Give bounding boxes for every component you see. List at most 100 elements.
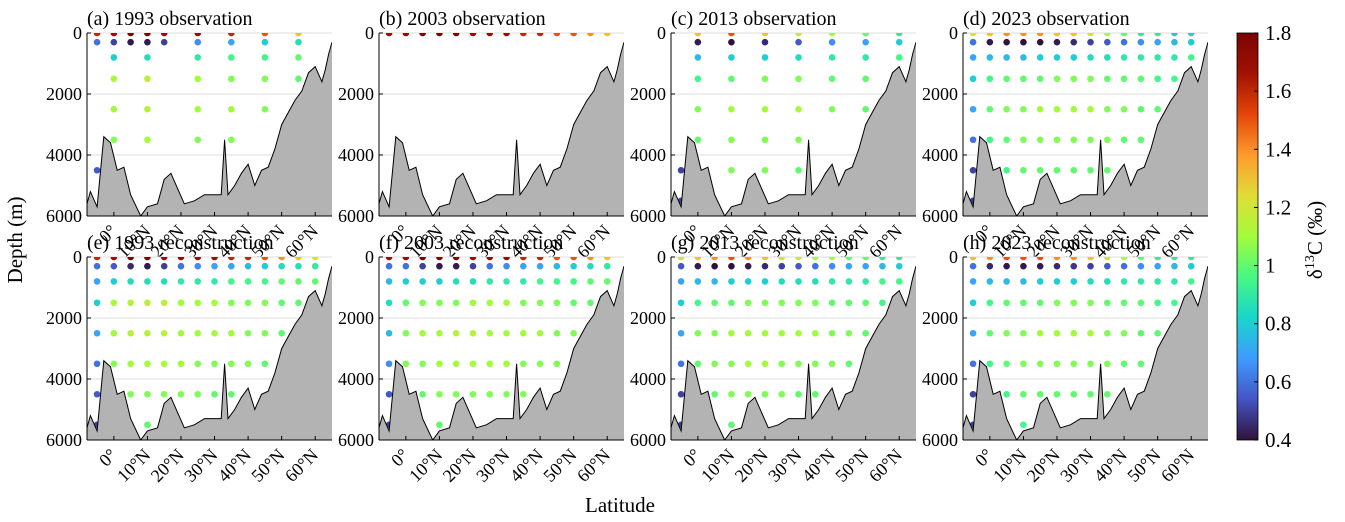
y-tick-label: 0 — [657, 247, 666, 267]
x-tick-label: 60°N — [865, 445, 906, 486]
data-point — [1087, 75, 1094, 83]
data-point — [778, 257, 786, 261]
data-point — [110, 257, 118, 261]
data-point — [452, 33, 460, 37]
data-point — [761, 33, 769, 37]
data-point — [1020, 329, 1027, 337]
data-point — [795, 136, 802, 144]
data-point — [728, 136, 735, 144]
data-point — [503, 278, 510, 285]
data-point — [110, 75, 118, 83]
x-tick-label: 60°N — [865, 221, 906, 262]
data-point — [261, 33, 269, 37]
data-point — [127, 38, 134, 46]
data-point — [452, 257, 460, 261]
colorbar-tick-label: 0.6 — [1265, 370, 1291, 394]
data-point — [1154, 278, 1161, 285]
data-point — [1087, 278, 1094, 285]
data-point — [603, 278, 611, 285]
data-point — [520, 299, 527, 307]
data-point — [1053, 257, 1061, 261]
data-point — [177, 329, 185, 337]
data-point — [1104, 54, 1111, 61]
data-point — [194, 54, 202, 61]
data-point — [812, 299, 819, 307]
data-point — [728, 360, 735, 368]
data-point — [1003, 278, 1010, 285]
data-point — [452, 390, 460, 398]
data-point — [1020, 54, 1027, 61]
data-point — [862, 329, 869, 337]
data-point — [795, 262, 802, 270]
dots — [93, 257, 319, 429]
data-point — [1003, 136, 1010, 144]
data-point — [144, 421, 151, 429]
data-point — [845, 360, 853, 368]
data-point — [194, 38, 202, 46]
y-tick-label: 4000 — [630, 145, 666, 165]
data-point — [419, 390, 426, 398]
data-point — [385, 33, 393, 37]
data-point — [1104, 390, 1111, 398]
data-point — [1171, 257, 1178, 261]
data-point — [1187, 54, 1195, 61]
panel: (d) 2023 observation02000400060000°10°N2… — [922, 8, 1208, 262]
data-point — [1020, 262, 1027, 270]
data-point — [711, 390, 718, 398]
data-point — [1120, 105, 1128, 113]
data-point — [1070, 54, 1078, 61]
data-point — [1104, 105, 1111, 113]
data-point — [1154, 54, 1161, 61]
data-point — [144, 38, 151, 46]
data-point — [711, 299, 718, 307]
data-point — [761, 136, 769, 144]
data-point — [110, 278, 118, 285]
data-point — [587, 278, 594, 285]
x-tick-label: 60°N — [281, 445, 322, 486]
data-point — [969, 75, 977, 83]
data-point — [1137, 262, 1145, 270]
data-point — [1036, 390, 1044, 398]
data-point — [1053, 105, 1061, 113]
data-point — [228, 329, 235, 337]
data-point — [1053, 75, 1061, 83]
data-point — [144, 33, 151, 37]
data-point — [1120, 33, 1128, 37]
data-point — [1087, 54, 1094, 61]
data-point — [261, 257, 269, 261]
data-point — [862, 33, 869, 37]
data-point — [1036, 257, 1044, 261]
data-point — [744, 278, 752, 285]
data-point — [160, 390, 168, 398]
data-point — [1070, 262, 1078, 270]
data-point — [1120, 262, 1128, 270]
data-point — [1070, 38, 1078, 46]
data-point — [1053, 166, 1061, 174]
data-point — [419, 360, 426, 368]
dots — [969, 257, 1195, 429]
data-point — [1036, 166, 1044, 174]
data-point — [1120, 136, 1128, 144]
data-point — [553, 299, 561, 307]
data-point — [385, 262, 393, 270]
data-point — [160, 360, 168, 368]
bathymetry-line — [379, 42, 624, 216]
x-tick-label: 0° — [95, 445, 121, 471]
data-point — [1053, 54, 1061, 61]
data-point — [419, 329, 426, 337]
data-point — [728, 105, 735, 113]
data-point — [1120, 329, 1128, 337]
data-point — [261, 299, 269, 307]
panel: (a) 1993 observation02000400060000°10°N2… — [46, 8, 332, 262]
data-point — [1154, 33, 1161, 37]
y-tick-label: 6000 — [922, 430, 958, 450]
data-point — [728, 390, 735, 398]
dots — [93, 33, 302, 174]
data-point — [177, 262, 185, 270]
y-tick-label: 6000 — [338, 430, 374, 450]
data-point — [110, 329, 118, 337]
colorbar-tick-label: 1.8 — [1265, 21, 1291, 45]
data-point — [1137, 75, 1145, 83]
data-point — [486, 329, 494, 337]
data-point — [694, 38, 702, 46]
